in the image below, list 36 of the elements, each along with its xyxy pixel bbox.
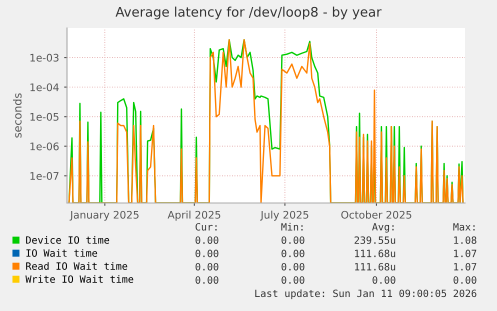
text: 0.00 [196, 262, 218, 271]
y-tick-label: 1e-03 [30, 54, 59, 62]
legend-label: Device IO time [26, 236, 110, 244]
y-tick-label: 1e-07 [30, 172, 58, 180]
text: 0.00 [196, 250, 218, 258]
x-tick-label: July 2025 [260, 210, 308, 221]
y-tick-label: 1e-04 [30, 83, 59, 92]
y-tick-label: 1e-05 [30, 112, 58, 121]
x-tick-label: October 2025 [341, 210, 412, 219]
legend-label: Read IO Wait time [26, 262, 128, 270]
text: 0.00 [282, 250, 304, 258]
legend-label: IO Wait time [26, 249, 98, 257]
text: 0.00 [196, 276, 218, 284]
x-tick-label: April 2025 [168, 210, 220, 221]
text: Cur: [196, 223, 217, 231]
text: 0.00 [372, 276, 396, 284]
text: Max: [453, 223, 475, 231]
text: 111.68u [355, 262, 396, 271]
text: 0.00 [196, 236, 218, 244]
chart-title: Average latency for /dev/loop8 - by year [116, 6, 382, 20]
text: 0.00 [454, 276, 476, 284]
text: 239.55u [354, 236, 396, 244]
legend-label: Write IO Wait time [25, 275, 134, 283]
text: 0.00 [282, 262, 304, 271]
text: 1.07 [454, 262, 476, 271]
text: Min: [281, 222, 303, 230]
text: Last update: Sun Jan 11 09:00:05 2026 [255, 289, 476, 300]
text: 0.00 [282, 236, 304, 244]
text: 1.08 [454, 236, 476, 244]
text: Avg: [372, 223, 394, 233]
y-tick-label: 1e-06 [30, 142, 59, 150]
text: 111.68u [355, 250, 396, 258]
y-axis-title: seconds [13, 93, 22, 138]
text: 0.00 [282, 276, 304, 284]
x-tick-label: January 2025 [70, 210, 139, 221]
text: 1.07 [454, 250, 476, 258]
